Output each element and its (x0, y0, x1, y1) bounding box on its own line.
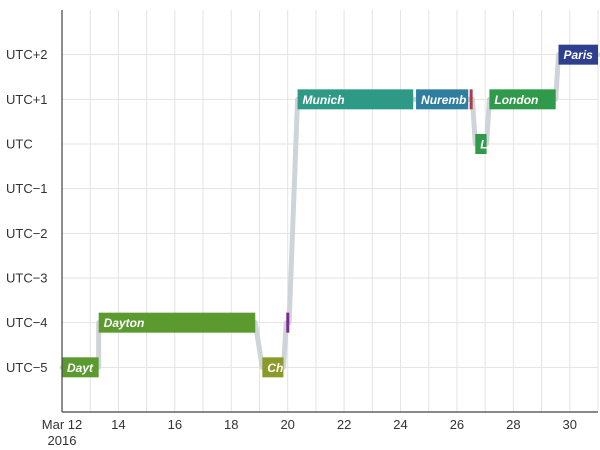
grid-layer (62, 10, 599, 412)
timezone-segment-bar (489, 89, 556, 110)
x-tick-label: 30 (563, 417, 577, 432)
segment-label: Ch (267, 361, 283, 375)
segment-label: Dayt (67, 361, 94, 375)
y-tick-label: UTC−4 (6, 315, 48, 330)
y-tick-label: UTC−1 (6, 181, 48, 196)
x-tick-label: 24 (393, 417, 407, 432)
timezone-segment-bar (416, 89, 469, 110)
segment-label: Paris (564, 48, 594, 62)
timezone-segment-bar (558, 44, 598, 65)
timezone-segment-bar (297, 89, 414, 110)
segment-label: Dayton (104, 316, 145, 330)
x-tick-label: 16 (168, 417, 182, 432)
x-tick-label: 14 (111, 417, 125, 432)
x-tick-label: Mar 12 (42, 417, 82, 432)
segments-layer: Dayt Dayton Ch Munich Nuremb L London Paris (62, 44, 598, 378)
y-tick-label: UTC−2 (6, 226, 48, 241)
timezone-segment-bar (262, 357, 284, 378)
x-tick-sublabel: 2016 (48, 433, 77, 448)
segment-label: L (480, 138, 487, 152)
y-tick-label: UTC−3 (6, 271, 48, 286)
x-tick-label: 18 (224, 417, 238, 432)
x-tick-label: 26 (450, 417, 464, 432)
timezone-segment-bar (475, 134, 487, 154)
axes-layer (61, 10, 598, 413)
timezone-segment-bar (286, 312, 290, 333)
segment-label: Nuremb (421, 93, 466, 107)
segment-label: Munich (303, 93, 345, 107)
y-tick-label: UTC−5 (6, 360, 48, 375)
y-tick-label: UTC+2 (6, 47, 48, 62)
x-tick-label: 20 (280, 417, 294, 432)
segment-label: London (494, 93, 538, 107)
y-tick-label: UTC (6, 137, 33, 152)
y-tick-label: UTC+1 (6, 92, 48, 107)
travel-path (59, 52, 600, 370)
timezone-segment-bar (98, 312, 256, 333)
x-tick-label: 28 (506, 417, 520, 432)
x-tick-label: 22 (337, 417, 351, 432)
timezone-segment-bar (469, 89, 473, 110)
timezone-segment-bar (62, 357, 99, 378)
labels-layer: UTC+2 UTC+1 UTC UTC−1 UTC−2 UTC−3 UTC−4 UTC−5 Ma… (6, 47, 577, 448)
travel-path-layer (59, 52, 600, 370)
